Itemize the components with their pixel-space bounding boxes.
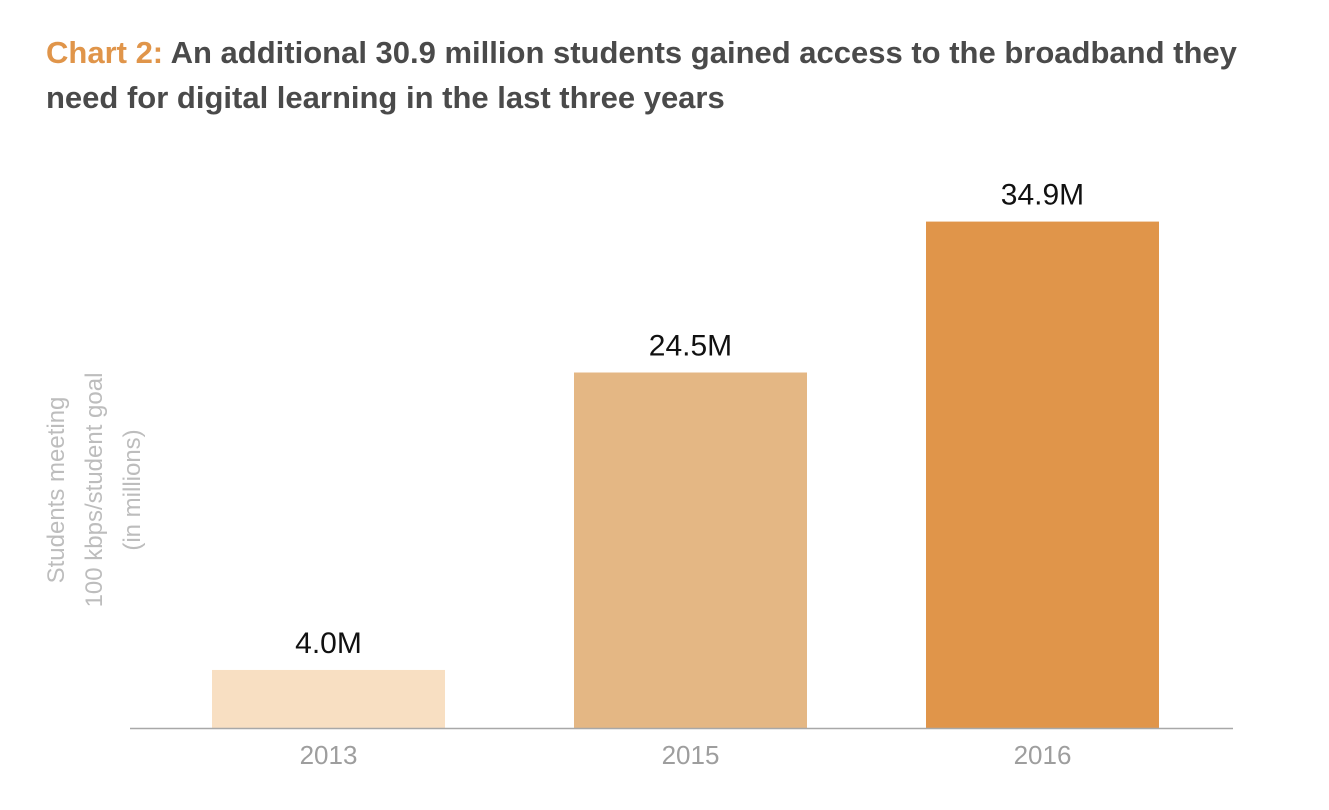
data-label-2013: 4.0M bbox=[295, 627, 362, 660]
chart-title-text: An additional 30.9 million students gain… bbox=[46, 35, 1237, 115]
data-label-2016: 34.9M bbox=[1001, 179, 1084, 212]
y-axis-label: Students meeting 100 kbps/student goal (… bbox=[43, 373, 146, 608]
chart-title-prefix: Chart 2: bbox=[46, 35, 164, 70]
bar-2013 bbox=[212, 669, 445, 728]
data-label-2015: 24.5M bbox=[649, 329, 732, 362]
chart-title: Chart 2: An additional 30.9 million stud… bbox=[46, 30, 1316, 120]
bars-group: 4.0M 2013 24.5M 2015 34.9M 2016 bbox=[212, 179, 1159, 770]
y-axis-label-line-3: (in millions) bbox=[119, 429, 146, 550]
x-tick-label-2015: 2015 bbox=[662, 740, 720, 770]
bar-2016 bbox=[926, 221, 1159, 728]
bar-2015 bbox=[574, 372, 807, 728]
x-tick-label-2013: 2013 bbox=[300, 740, 358, 770]
x-tick-label-2016: 2016 bbox=[1014, 740, 1072, 770]
y-axis-label-line-1: Students meeting bbox=[43, 397, 70, 584]
y-axis-label-line-2: 100 kbps/student goal bbox=[81, 373, 108, 608]
